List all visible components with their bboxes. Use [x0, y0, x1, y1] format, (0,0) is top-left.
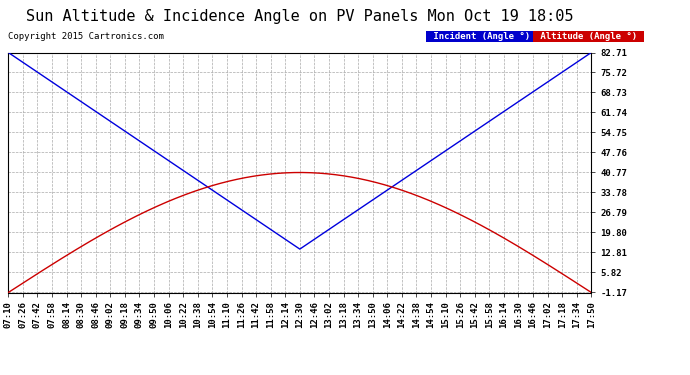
Text: Copyright 2015 Cartronics.com: Copyright 2015 Cartronics.com [8, 32, 164, 41]
Text: Sun Altitude & Incidence Angle on PV Panels Mon Oct 19 18:05: Sun Altitude & Incidence Angle on PV Pan… [26, 9, 574, 24]
Text: Incident (Angle °): Incident (Angle °) [428, 32, 535, 41]
Text: Altitude (Angle °): Altitude (Angle °) [535, 32, 642, 41]
